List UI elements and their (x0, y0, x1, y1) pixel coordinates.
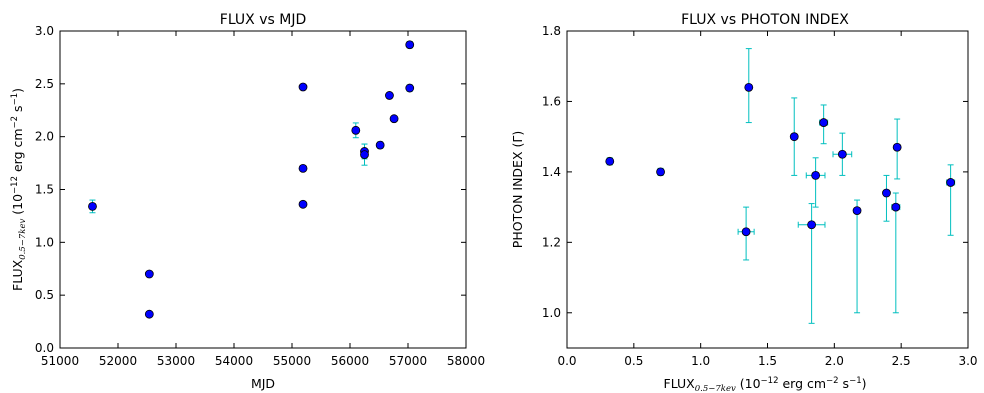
data-point (882, 188, 891, 198)
x-tick-label: 2.5 (892, 354, 911, 368)
data-point (298, 82, 308, 92)
data-point (389, 114, 399, 124)
left-chart-flux-vs-mjd: FLUX vs MJD 51000 52000 53000 54000 55000 560… (10, 12, 485, 391)
data-point (789, 132, 799, 142)
data-point (852, 206, 862, 216)
data-point (656, 167, 665, 177)
right-chart-flux-vs-photon-index: FLUX vs PHOTON INDEX 0.0 0.5 1.0 1.5 2.0 2.5 3… (510, 12, 978, 393)
y-tick-label: 1.4 (542, 165, 561, 179)
x-tick-label: 52000 (99, 354, 137, 368)
x-tick-label: 2.0 (825, 354, 844, 368)
x-tick-label: 58000 (447, 354, 485, 368)
data-point (405, 83, 415, 93)
y-tick-label: 0.5 (35, 288, 54, 302)
data-point (807, 220, 817, 230)
data-point (144, 269, 154, 279)
data-point (744, 82, 754, 92)
x-axis-label: MJD (251, 376, 275, 391)
data-point (298, 163, 308, 173)
y-tick-label: 1.0 (542, 306, 561, 320)
data-point (819, 118, 829, 127)
data-point (891, 202, 901, 212)
y-tick-label: 1.5 (35, 183, 54, 197)
data-point (351, 125, 361, 135)
x-tick-label: 0.5 (624, 354, 643, 368)
x-tick-label: 51000 (41, 354, 79, 368)
y-axis-label: FLUX0.5−7kev (10−12 erg cm−2 s−1) (10, 88, 28, 291)
plot-frame (566, 30, 969, 349)
data-point (837, 149, 847, 159)
x-tick-label: 56000 (331, 354, 369, 368)
data-point (741, 227, 751, 237)
x-tick-label: 54000 (215, 354, 253, 368)
y-tick-label: 1.6 (542, 94, 561, 108)
chart-title: FLUX vs PHOTON INDEX (681, 12, 849, 28)
data-point (405, 40, 415, 50)
y-tick-label: 3.0 (35, 24, 54, 38)
x-tick-label: 57000 (389, 354, 427, 368)
data-point (375, 140, 385, 150)
y-tick-label: 1.2 (542, 235, 561, 249)
data-point (605, 156, 615, 166)
plot-frame (59, 30, 467, 349)
x-tick-label: 0.0 (557, 354, 576, 368)
data-point (946, 178, 956, 187)
y-tick-label: 1.8 (542, 24, 561, 38)
data-point (88, 202, 97, 211)
data-point (385, 91, 394, 100)
data-point (298, 199, 308, 209)
x-tick-label: 1.5 (758, 354, 777, 368)
data-point (360, 150, 369, 160)
data-point (892, 142, 902, 152)
x-tick-label: 55000 (273, 354, 311, 368)
x-tick-label: 53000 (157, 354, 195, 368)
chart-title: FLUX vs MJD (220, 12, 306, 28)
y-tick-label: 2.5 (35, 77, 54, 91)
y-tick-label: 1.0 (35, 235, 54, 249)
y-tick-label: 0.0 (35, 341, 54, 355)
x-tick-label: 1.0 (691, 354, 710, 368)
x-axis-label: FLUX0.5−7kev (10−12 erg cm−2 s−1) (664, 376, 867, 393)
y-tick-label: 2.0 (35, 130, 54, 144)
data-point (811, 171, 821, 180)
x-tick-label: 3.0 (958, 354, 977, 368)
data-point (144, 309, 154, 319)
y-axis-label: PHOTON INDEX (Γ) (510, 131, 525, 248)
